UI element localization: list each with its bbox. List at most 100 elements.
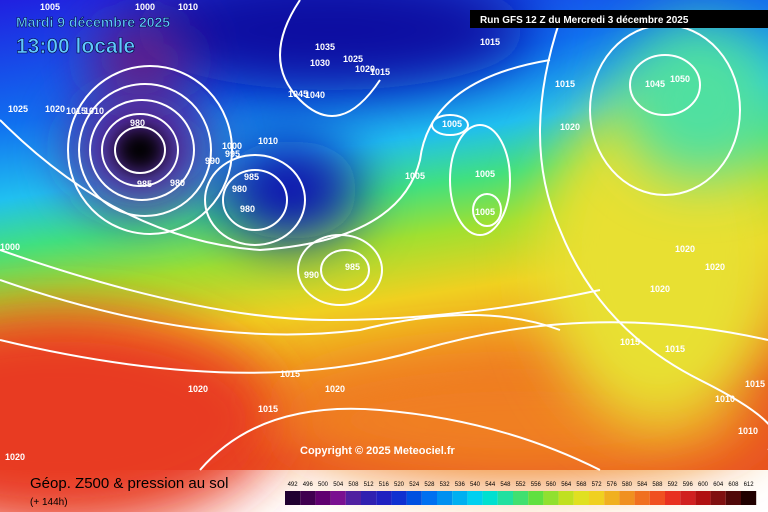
scale-swatch [285, 491, 301, 505]
isobar-label: 990 [304, 270, 319, 280]
isobar-label: 1015 [620, 337, 640, 347]
scale-label: 604 [713, 482, 724, 488]
scale-swatch [741, 491, 757, 505]
scale-swatch [573, 491, 589, 505]
isobar-label: 1015 [66, 106, 86, 116]
scale-swatch [649, 491, 665, 505]
isobar-label: 1030 [310, 58, 330, 68]
scale-label: 548 [500, 482, 511, 488]
isobar-label: 1020 [5, 452, 25, 462]
scale-label: 588 [652, 482, 663, 488]
scale-label: 584 [637, 482, 648, 488]
scale-label: 492 [288, 482, 299, 488]
scale-swatch [406, 491, 422, 505]
scale-swatch [300, 491, 316, 505]
scale-label: 536 [455, 482, 466, 488]
isobar-label: 980 [170, 178, 185, 188]
isobar-label: 1005 [40, 2, 60, 12]
scale-label: 560 [546, 482, 557, 488]
scale-swatch [421, 491, 437, 505]
isobar-label: 1010 [178, 2, 198, 12]
isobar-label: 1005 [442, 119, 462, 129]
scale-label: 600 [698, 482, 709, 488]
isobar-label: 1020 [705, 262, 725, 272]
scale-swatch [361, 491, 377, 505]
scale-swatch [330, 491, 346, 505]
legend: Géop. Z500 & pression au sol (+ 144h) 49… [30, 475, 757, 508]
map-time: 13:00 locale [16, 35, 135, 58]
scale-label: 564 [561, 482, 572, 488]
isobar-label: 1015 [745, 379, 765, 389]
isobar-label: 1020 [325, 384, 345, 394]
isobar-label: 1025 [343, 54, 363, 64]
scale-swatch [452, 491, 468, 505]
scale-swatch [391, 491, 407, 505]
scale-swatch [634, 491, 650, 505]
scale-swatch [376, 491, 392, 505]
isobar-label: 1040 [305, 90, 325, 100]
scale-swatch [497, 491, 513, 505]
run-info: Run GFS 12 Z du Mercredi 3 décembre 2025 [480, 15, 689, 26]
scale-swatch [528, 491, 544, 505]
scale-label: 556 [531, 482, 542, 488]
legend-title: Géop. Z500 & pression au sol [30, 475, 228, 492]
scale-label: 532 [440, 482, 451, 488]
scale-swatch [725, 491, 741, 505]
isobar-label: 1015 [480, 37, 500, 47]
isobar-label: 980 [240, 204, 255, 214]
scale-label: 576 [607, 482, 618, 488]
isobar-label: 990 [205, 156, 220, 166]
scale-swatch [558, 491, 574, 505]
isobar-label: 1005 [475, 169, 495, 179]
isobar-label: 1020 [45, 104, 65, 114]
legend-lead: (+ 144h) [30, 497, 68, 508]
scale-label: 528 [424, 482, 435, 488]
scale-label: 544 [485, 482, 496, 488]
isobar-label: 1025 [8, 104, 28, 114]
scale-swatch [665, 491, 681, 505]
scale-label: 520 [394, 482, 405, 488]
scale-label: 524 [409, 482, 420, 488]
scale-label: 496 [303, 482, 314, 488]
scale-label: 512 [364, 482, 375, 488]
scale-label: 592 [668, 482, 679, 488]
copyright: Copyright © 2025 Meteociel.fr [300, 445, 456, 457]
isobar-label: 1010 [738, 426, 758, 436]
scale-swatch [315, 491, 331, 505]
isobar-label: 995 [225, 149, 240, 159]
isobar-label: 1010 [258, 136, 278, 146]
isobar-label: 1015 [258, 404, 278, 414]
scale-label: 580 [622, 482, 633, 488]
scale-label: 508 [348, 482, 359, 488]
scale-swatch [710, 491, 726, 505]
scale-label: 608 [728, 482, 739, 488]
isobar-label: 985 [137, 179, 152, 189]
scale-label: 596 [683, 482, 694, 488]
isobar-label: 1020 [188, 384, 208, 394]
scale-swatch [589, 491, 605, 505]
isobar-label: 1015 [665, 344, 685, 354]
scale-swatch [437, 491, 453, 505]
isobar-label: 1050 [670, 74, 690, 84]
scale-label: 572 [592, 482, 603, 488]
map-date: Mardi 9 décembre 2025 [16, 14, 170, 30]
scale-label: 552 [516, 482, 527, 488]
isobar-label: 1045 [645, 79, 665, 89]
isobar-label: 1000 [0, 242, 20, 252]
isobar-label: 1035 [315, 42, 335, 52]
scale-swatch [680, 491, 696, 505]
isobar-label: 1005 [405, 171, 425, 181]
isobar-label: 980 [232, 184, 247, 194]
scale-swatch [695, 491, 711, 505]
isobar-label: 1010 [715, 394, 735, 404]
scale-swatch [467, 491, 483, 505]
scale-label: 540 [470, 482, 481, 488]
isobar-label: 1045 [288, 89, 308, 99]
scale-swatch [543, 491, 559, 505]
isobar-label: 1000 [135, 2, 155, 12]
isobar-label: 1015 [280, 369, 300, 379]
isobar-label: 1020 [355, 64, 375, 74]
